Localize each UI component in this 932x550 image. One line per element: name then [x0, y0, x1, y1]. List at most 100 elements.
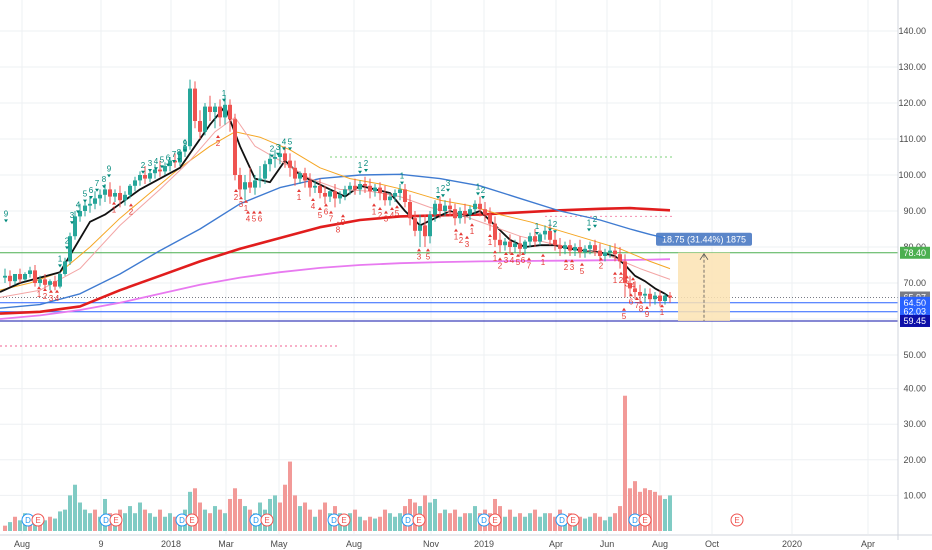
volume-bar [58, 511, 62, 531]
candle [43, 274, 47, 289]
svg-text:D: D [405, 516, 411, 525]
candle [653, 292, 657, 305]
svg-text:1: 1 [244, 204, 249, 213]
earnings-marker[interactable]: E [185, 513, 199, 527]
td-label: 4 [76, 200, 81, 214]
candle [328, 189, 332, 202]
td-label: 5 [622, 307, 627, 321]
candle [288, 153, 292, 177]
candle [153, 164, 157, 179]
earnings-marker[interactable]: E [260, 513, 274, 527]
svg-text:4: 4 [55, 294, 60, 303]
candle [128, 184, 132, 199]
volume-bar [538, 516, 542, 531]
candle [558, 238, 562, 256]
volume-bar [448, 513, 452, 531]
ma-line-ma-red [0, 206, 671, 315]
volume-bar [313, 516, 317, 531]
td-label: 2 [619, 271, 624, 285]
dividend-marker[interactable]: D [401, 513, 415, 527]
earnings-marker[interactable]: E [488, 513, 502, 527]
candle [343, 185, 347, 201]
candle [503, 238, 507, 251]
svg-text:E: E [189, 516, 194, 525]
earnings-marker[interactable]: E [412, 513, 426, 527]
y-tick-label: 120.00 [898, 98, 926, 108]
candle [103, 184, 107, 202]
candle [48, 279, 52, 291]
dividend-marker[interactable]: D [555, 513, 569, 527]
candle [498, 232, 502, 253]
candle [608, 245, 612, 258]
svg-text:7: 7 [329, 215, 334, 224]
y-tick-label: 90.00 [903, 206, 926, 216]
svg-text:1: 1 [535, 222, 540, 231]
td-label: 1 [493, 250, 498, 263]
earnings-marker[interactable]: E [31, 513, 45, 527]
td-label: 3 [417, 248, 422, 261]
candle [303, 167, 307, 188]
volume-bar [53, 518, 57, 531]
svg-text:E: E [341, 516, 346, 525]
time-axis[interactable]: Aug 9 2018 Mar May Aug Nov 2019 Apr Jun Aug Oct 2020… [0, 534, 932, 549]
candle [488, 207, 492, 231]
svg-text:7: 7 [95, 179, 100, 188]
volume-bar [468, 513, 472, 531]
svg-text:1: 1 [548, 218, 553, 227]
volume-bar [158, 509, 162, 531]
candle [648, 288, 652, 307]
volume-bar [298, 506, 302, 531]
price-axis[interactable]: 140.00130.00120.00110.00100.0090.0080.00… [897, 0, 926, 540]
candle [598, 243, 602, 262]
svg-text:1: 1 [660, 308, 665, 317]
td-label: 8 [336, 221, 341, 234]
td-label: 2 [459, 232, 464, 245]
candle [668, 292, 672, 303]
td-label: 4 [55, 289, 60, 303]
candle [618, 247, 622, 269]
x-tick-label: Jun [600, 539, 615, 549]
x-tick-label: 9 [98, 539, 103, 549]
dividend-marker[interactable]: D [249, 513, 263, 527]
candle [168, 157, 172, 172]
candle [403, 184, 407, 208]
svg-text:D: D [179, 516, 185, 525]
measure-tool[interactable]: 18.75 (31.44%) 1875 [656, 232, 752, 321]
dividend-marker[interactable]: D [477, 513, 491, 527]
earnings-marker[interactable]: E [638, 513, 652, 527]
svg-text:5: 5 [83, 190, 88, 199]
volume-bar [628, 488, 632, 531]
svg-text:4: 4 [282, 137, 287, 146]
svg-text:5: 5 [622, 312, 627, 321]
candle [283, 146, 287, 168]
td-label: 5 [580, 262, 585, 276]
volume-bar [93, 509, 97, 531]
td-label: 1 [297, 189, 302, 202]
svg-text:8: 8 [336, 225, 341, 234]
volume-bar [128, 506, 132, 531]
svg-text:2: 2 [593, 215, 598, 224]
volume-bar [513, 516, 517, 531]
volume-bar [643, 488, 647, 531]
candle [408, 194, 412, 226]
earnings-marker[interactable]: E [566, 513, 580, 527]
volume-bar [223, 513, 227, 531]
earnings-marker[interactable]: E [730, 513, 744, 527]
earnings-marker[interactable]: E [337, 513, 351, 527]
candle [188, 79, 192, 150]
candle [233, 113, 237, 181]
candle [223, 95, 227, 125]
volume-bar [508, 509, 512, 531]
volume-bar [303, 502, 307, 531]
volume-bar [273, 495, 277, 531]
svg-text:E: E [734, 516, 739, 525]
volume-bar [388, 513, 392, 531]
x-tick-label: Oct [705, 539, 720, 549]
svg-text:5: 5 [288, 137, 293, 146]
candle [58, 272, 62, 289]
td-label: 2 [129, 203, 134, 216]
volume-bar [3, 525, 7, 531]
earnings-marker[interactable]: E [109, 513, 123, 527]
